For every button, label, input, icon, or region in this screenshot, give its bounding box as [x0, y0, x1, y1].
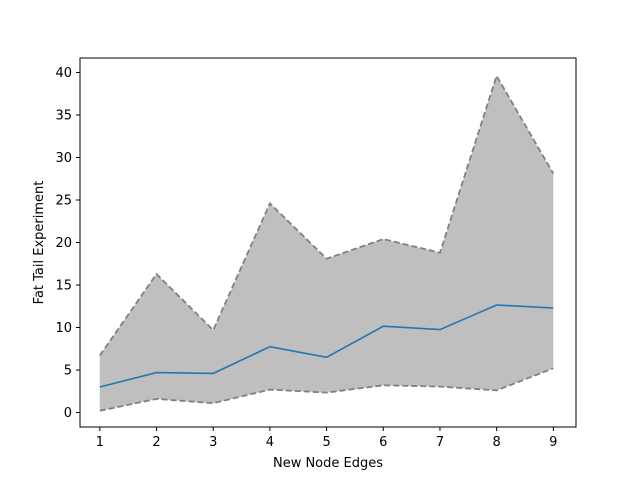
- x-tick-label: 4: [266, 435, 274, 450]
- y-tick-label: 35: [55, 108, 72, 123]
- y-tick-label: 15: [55, 279, 72, 294]
- confidence-band: [99, 75, 554, 411]
- mean-line: [99, 304, 554, 388]
- plot-area: [99, 73, 555, 412]
- y-tick-label: 40: [55, 66, 72, 81]
- y-tick-label: 20: [55, 236, 72, 251]
- upper-bound-line: [99, 73, 555, 357]
- y-tick-label: 30: [55, 151, 72, 166]
- lower-bound-line: [99, 367, 554, 412]
- y-tick-label: 10: [55, 321, 72, 336]
- y-axis-label: Fat Tail Experiment: [32, 181, 47, 305]
- x-tick-label: 9: [549, 435, 557, 450]
- x-axis: 1 2 3 4 5 6 7 8 9: [96, 427, 557, 450]
- x-tick-label: 5: [322, 435, 330, 450]
- y-tick-label: 0: [64, 406, 72, 421]
- x-axis-label: New Node Edges: [273, 456, 383, 471]
- x-tick-label: 7: [436, 435, 444, 450]
- x-tick-label: 2: [152, 435, 160, 450]
- y-tick-label: 5: [64, 364, 72, 379]
- x-tick-label: 8: [492, 435, 500, 450]
- y-tick-label: 25: [55, 193, 72, 208]
- x-tick-label: 1: [96, 435, 104, 450]
- y-axis: 0 5 10 15 20 25 30 35 40: [55, 66, 80, 421]
- x-tick-label: 3: [209, 435, 217, 450]
- x-tick-label: 6: [379, 435, 387, 450]
